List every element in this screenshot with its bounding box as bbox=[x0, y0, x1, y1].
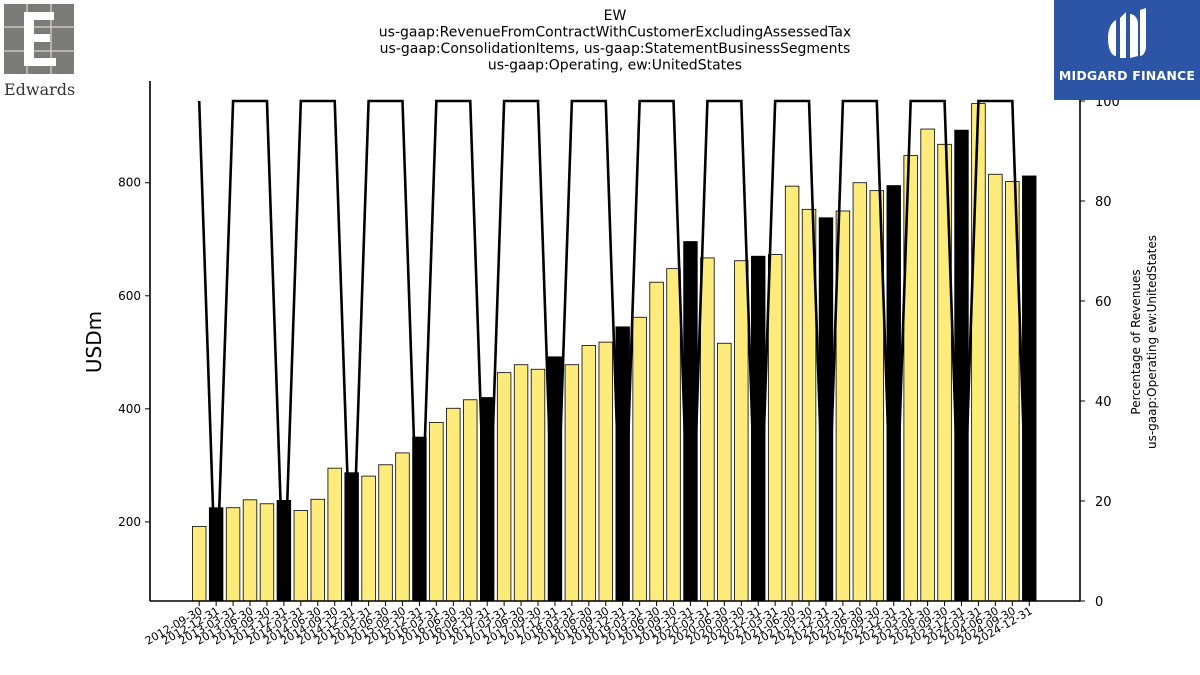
bar bbox=[496, 372, 512, 602]
bar bbox=[429, 421, 444, 602]
bar bbox=[581, 345, 597, 602]
line-path bbox=[197, 99, 1031, 602]
bar bbox=[649, 281, 664, 602]
midgard-finance-logo: MIDGARD FINANCE bbox=[1054, 0, 1200, 100]
bar bbox=[293, 510, 309, 602]
y2-tick-label: 80 bbox=[1095, 195, 1112, 210]
bar bbox=[767, 254, 783, 602]
bar bbox=[666, 268, 681, 602]
bar bbox=[1022, 175, 1037, 602]
bar bbox=[225, 507, 241, 602]
bar bbox=[564, 364, 580, 602]
y-tick-label: 800 bbox=[118, 176, 141, 190]
edwards-wordmark: Edwards bbox=[4, 80, 76, 99]
bar bbox=[886, 185, 901, 602]
bar bbox=[632, 316, 647, 602]
y-tick-label: 400 bbox=[118, 402, 141, 416]
line-series bbox=[197, 99, 1031, 602]
y2-axis-label-line-1: Percentage of Revenues bbox=[1129, 269, 1143, 414]
y-tick-label: 600 bbox=[118, 289, 141, 303]
bar bbox=[784, 185, 800, 602]
title-line-1: EW bbox=[604, 8, 627, 24]
bar bbox=[395, 452, 410, 602]
bar bbox=[191, 525, 207, 602]
y2-tick-label: 20 bbox=[1095, 495, 1112, 510]
bar bbox=[734, 260, 749, 602]
bar bbox=[971, 103, 986, 602]
bar bbox=[530, 368, 546, 602]
axis-labels: USDm Percentage of Revenues us-gaap:Oper… bbox=[82, 235, 1159, 449]
bar bbox=[446, 407, 461, 602]
edwards-logo: Edwards bbox=[4, 4, 76, 100]
edwards-emblem-icon bbox=[4, 4, 74, 74]
bar bbox=[361, 475, 376, 602]
bar bbox=[700, 257, 715, 602]
y2-tick-label: 40 bbox=[1095, 395, 1112, 410]
y-tick-label: 200 bbox=[118, 515, 141, 529]
y-axis-label: USDm bbox=[82, 311, 106, 373]
bar bbox=[920, 128, 935, 602]
axes: 2004006008000204060801002012-09-302012-1… bbox=[118, 81, 1120, 648]
bar bbox=[242, 499, 258, 602]
bar bbox=[852, 182, 868, 602]
bar bbox=[463, 399, 478, 602]
bar bbox=[327, 467, 342, 602]
bar bbox=[513, 364, 529, 602]
y2-axis-label-line-2: us-gaap:Operating ew:UnitedStates bbox=[1145, 235, 1159, 449]
y2-tick-label: 60 bbox=[1095, 295, 1112, 310]
midgard-wordmark: MIDGARD FINANCE bbox=[1058, 68, 1196, 83]
midgard-emblem-icon bbox=[1108, 8, 1146, 58]
bar bbox=[717, 342, 732, 602]
title-line-3: us-gaap:ConsolidationItems, us-gaap:Stat… bbox=[380, 41, 851, 57]
bar bbox=[598, 341, 613, 602]
bar bbox=[818, 217, 834, 602]
bar bbox=[259, 503, 275, 602]
y2-tick-label: 0 bbox=[1095, 595, 1103, 610]
bar bbox=[378, 464, 393, 602]
title-line-4: us-gaap:Operating, ew:UnitedStates bbox=[488, 58, 742, 74]
chart-title: EW us-gaap:RevenueFromContractWithCustom… bbox=[379, 8, 851, 74]
title-line-2: us-gaap:RevenueFromContractWithCustomerE… bbox=[379, 25, 851, 41]
bar bbox=[683, 241, 698, 602]
bar bbox=[988, 173, 1003, 602]
bar bbox=[954, 129, 969, 602]
bar bbox=[310, 498, 325, 602]
